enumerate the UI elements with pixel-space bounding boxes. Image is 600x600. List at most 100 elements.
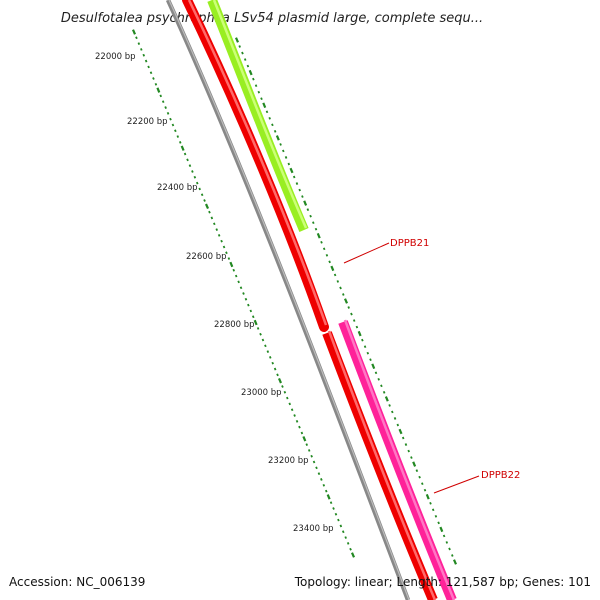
scale-minor-tick xyxy=(324,489,328,493)
scale-major-tick xyxy=(357,330,362,337)
scale-minor-tick xyxy=(320,240,323,244)
scale-minor-tick xyxy=(232,268,236,272)
scale-minor-tick xyxy=(329,501,333,505)
scale-minor-tick xyxy=(261,338,265,342)
scale-minor-tick xyxy=(264,344,267,348)
tick-label: 22200 bp xyxy=(127,117,168,127)
scale-minor-tick xyxy=(391,410,394,414)
scale-minor-tick xyxy=(203,199,206,202)
scale-minor-tick xyxy=(363,345,367,349)
gene-bar-forward-magenta[interactable] xyxy=(338,320,457,600)
scale-minor-tick xyxy=(251,315,255,319)
scale-minor-tick xyxy=(183,152,187,156)
scale-minor-tick xyxy=(191,170,194,173)
scale-minor-tick xyxy=(334,512,338,516)
scale-minor-tick xyxy=(257,90,261,94)
scale-minor-tick xyxy=(166,111,170,115)
scale-minor-tick xyxy=(178,141,182,144)
scale-minor-tick xyxy=(290,408,294,412)
scale-minor-tick xyxy=(421,482,424,486)
scale-major-tick xyxy=(350,552,356,558)
scale-minor-tick xyxy=(401,436,405,440)
scale-minor-tick xyxy=(382,390,386,394)
tick-label: 22000 bp xyxy=(95,52,136,62)
scale-minor-tick xyxy=(135,36,138,40)
scale-minor-tick xyxy=(418,475,421,479)
scale-minor-tick xyxy=(445,541,449,544)
scale-minor-tick xyxy=(174,129,177,133)
scale-minor-tick xyxy=(252,77,255,81)
scale-minor-tick xyxy=(295,419,299,423)
scale-major-tick xyxy=(229,261,234,268)
scale-minor-tick xyxy=(188,164,192,168)
scale-minor-tick xyxy=(339,524,343,528)
scale-minor-tick xyxy=(407,449,410,453)
scale-major-tick xyxy=(204,203,210,210)
gene-bar-dppb22-reverse[interactable] xyxy=(322,331,438,600)
scale-minor-tick xyxy=(281,385,284,388)
scale-major-tick xyxy=(180,145,185,151)
scale-major-tick xyxy=(398,428,403,435)
scale-minor-tick xyxy=(246,64,250,68)
scale-minor-tick xyxy=(431,508,435,512)
scale-minor-tick xyxy=(256,327,260,330)
scale-minor-tick xyxy=(265,110,269,114)
scale-minor-tick xyxy=(142,53,146,57)
scale-major-tick xyxy=(439,526,444,533)
scale-minor-tick xyxy=(347,306,350,309)
scale-minor-tick xyxy=(393,417,397,420)
scale-minor-tick xyxy=(279,143,282,146)
scale-minor-tick xyxy=(288,402,292,406)
scale-minor-tick xyxy=(195,181,199,185)
scale-minor-tick xyxy=(286,396,289,400)
scale-minor-tick xyxy=(259,332,262,336)
scale-minor-tick xyxy=(336,280,340,283)
scale-major-tick xyxy=(253,319,258,326)
scale-minor-tick xyxy=(442,534,446,538)
scale-minor-tick xyxy=(198,187,201,191)
scale-major-tick xyxy=(303,200,308,206)
scale-major-tick xyxy=(248,69,253,76)
scale-minor-tick xyxy=(239,286,243,290)
scale-minor-tick xyxy=(451,554,454,557)
gene-label-dppb22[interactable]: DPPB22 xyxy=(481,470,520,481)
scale-minor-tick xyxy=(215,228,219,231)
gene-bar-dppb21-reverse[interactable] xyxy=(182,0,329,332)
scale-minor-tick xyxy=(169,117,172,121)
scale-minor-tick xyxy=(332,507,335,510)
scale-minor-tick xyxy=(309,214,312,218)
scale-minor-tick xyxy=(429,501,432,505)
scale-minor-tick xyxy=(366,351,370,355)
scale-minor-tick xyxy=(268,356,272,359)
scale-major-tick xyxy=(156,87,161,93)
scale-minor-tick xyxy=(137,42,141,45)
scale-minor-tick xyxy=(244,297,248,301)
scale-minor-tick xyxy=(333,273,337,277)
scale-minor-tick xyxy=(374,371,378,375)
scale-minor-tick xyxy=(234,274,238,278)
scale-minor-tick xyxy=(404,443,408,446)
scale-minor-tick xyxy=(242,292,245,295)
gene-bar-forward-green[interactable] xyxy=(207,0,309,232)
scale-minor-tick xyxy=(243,58,247,61)
scale-minor-tick xyxy=(415,469,419,473)
gene-bar-dppb22-reverse-shine xyxy=(327,330,437,600)
scale-minor-tick xyxy=(176,135,180,138)
scale-minor-tick xyxy=(306,208,310,212)
scale-major-tick xyxy=(277,377,283,384)
scale-minor-tick xyxy=(300,431,304,435)
backbone-highlight xyxy=(168,0,410,600)
gene-label-dppb21[interactable]: DPPB21 xyxy=(390,238,429,249)
scale-minor-tick xyxy=(293,414,296,417)
scale-minor-tick xyxy=(282,149,285,153)
scale-minor-tick xyxy=(341,530,345,534)
scale-major-tick xyxy=(131,29,137,35)
scale-minor-tick xyxy=(227,257,231,260)
dppb22-leader-line xyxy=(433,475,480,494)
scale-minor-tick xyxy=(222,245,226,249)
scale-major-tick xyxy=(316,232,321,239)
accession-text: Accession: NC_006139 xyxy=(9,575,145,589)
scale-minor-tick xyxy=(312,460,316,464)
scale-minor-tick xyxy=(396,423,400,427)
